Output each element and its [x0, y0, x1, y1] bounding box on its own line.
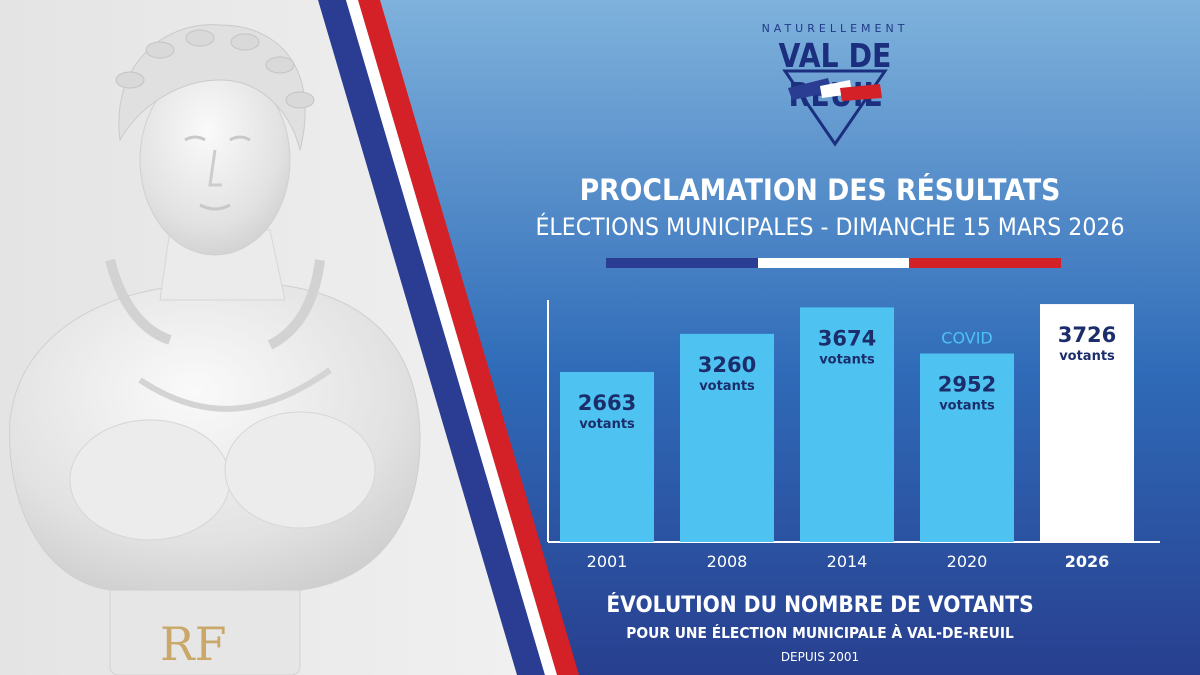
- bar-2026: [1040, 304, 1134, 542]
- footer-since: DEPUIS 2001: [780, 650, 860, 664]
- bar-2020: [920, 353, 1014, 542]
- logo-tagline: NATURELLEMENT: [761, 22, 909, 35]
- tricolor-divider: [606, 258, 1061, 268]
- val-de-reuil-logo-icon: [782, 69, 888, 147]
- x-tick-label: 2008: [707, 552, 748, 571]
- bar-2001: [560, 371, 654, 542]
- votants-bar-chart: 2663 votants 2001 3260 votants 2008 3674 votant…: [547, 300, 1160, 571]
- flag-stripe-red: [358, 0, 579, 675]
- bar-unit-label: votants: [699, 379, 755, 394]
- x-tick-label: 2014: [827, 552, 868, 571]
- page-title: PROCLAMATION DES RÉSULTATS: [579, 173, 1061, 207]
- x-tick-label: 2020: [947, 552, 988, 571]
- flag-stripe-blue: [318, 0, 545, 675]
- bar-value-label: 3674: [818, 326, 876, 350]
- bar-unit-label: votants: [939, 399, 995, 414]
- bar-unit-label: votants: [579, 417, 635, 432]
- bar-2014: [800, 307, 894, 542]
- footer-title: ÉVOLUTION DU NOMBRE DE VOTANTS: [606, 593, 1034, 618]
- bar-value-label: 2663: [578, 391, 636, 415]
- bar-value-label: 3726: [1058, 323, 1116, 347]
- rf-monogram: RF: [160, 617, 227, 671]
- page-subtitle: ÉLECTIONS MUNICIPALES - DIMANCHE 15 MARS…: [535, 213, 1125, 241]
- x-tick-label: 2001: [587, 552, 628, 571]
- bar-unit-label: votants: [819, 352, 875, 367]
- bar-2008: [680, 333, 774, 542]
- footer-subtitle: POUR UNE ÉLECTION MUNICIPALE À VAL-DE-RE…: [626, 624, 1014, 642]
- x-tick-label: 2026: [1065, 552, 1110, 571]
- bar-value-label: 3260: [698, 353, 756, 377]
- flag-stripe-white: [346, 0, 557, 675]
- bar-unit-label: votants: [1059, 349, 1115, 364]
- bar-value-label: 2952: [938, 373, 996, 397]
- annotation-label: COVID: [941, 329, 992, 348]
